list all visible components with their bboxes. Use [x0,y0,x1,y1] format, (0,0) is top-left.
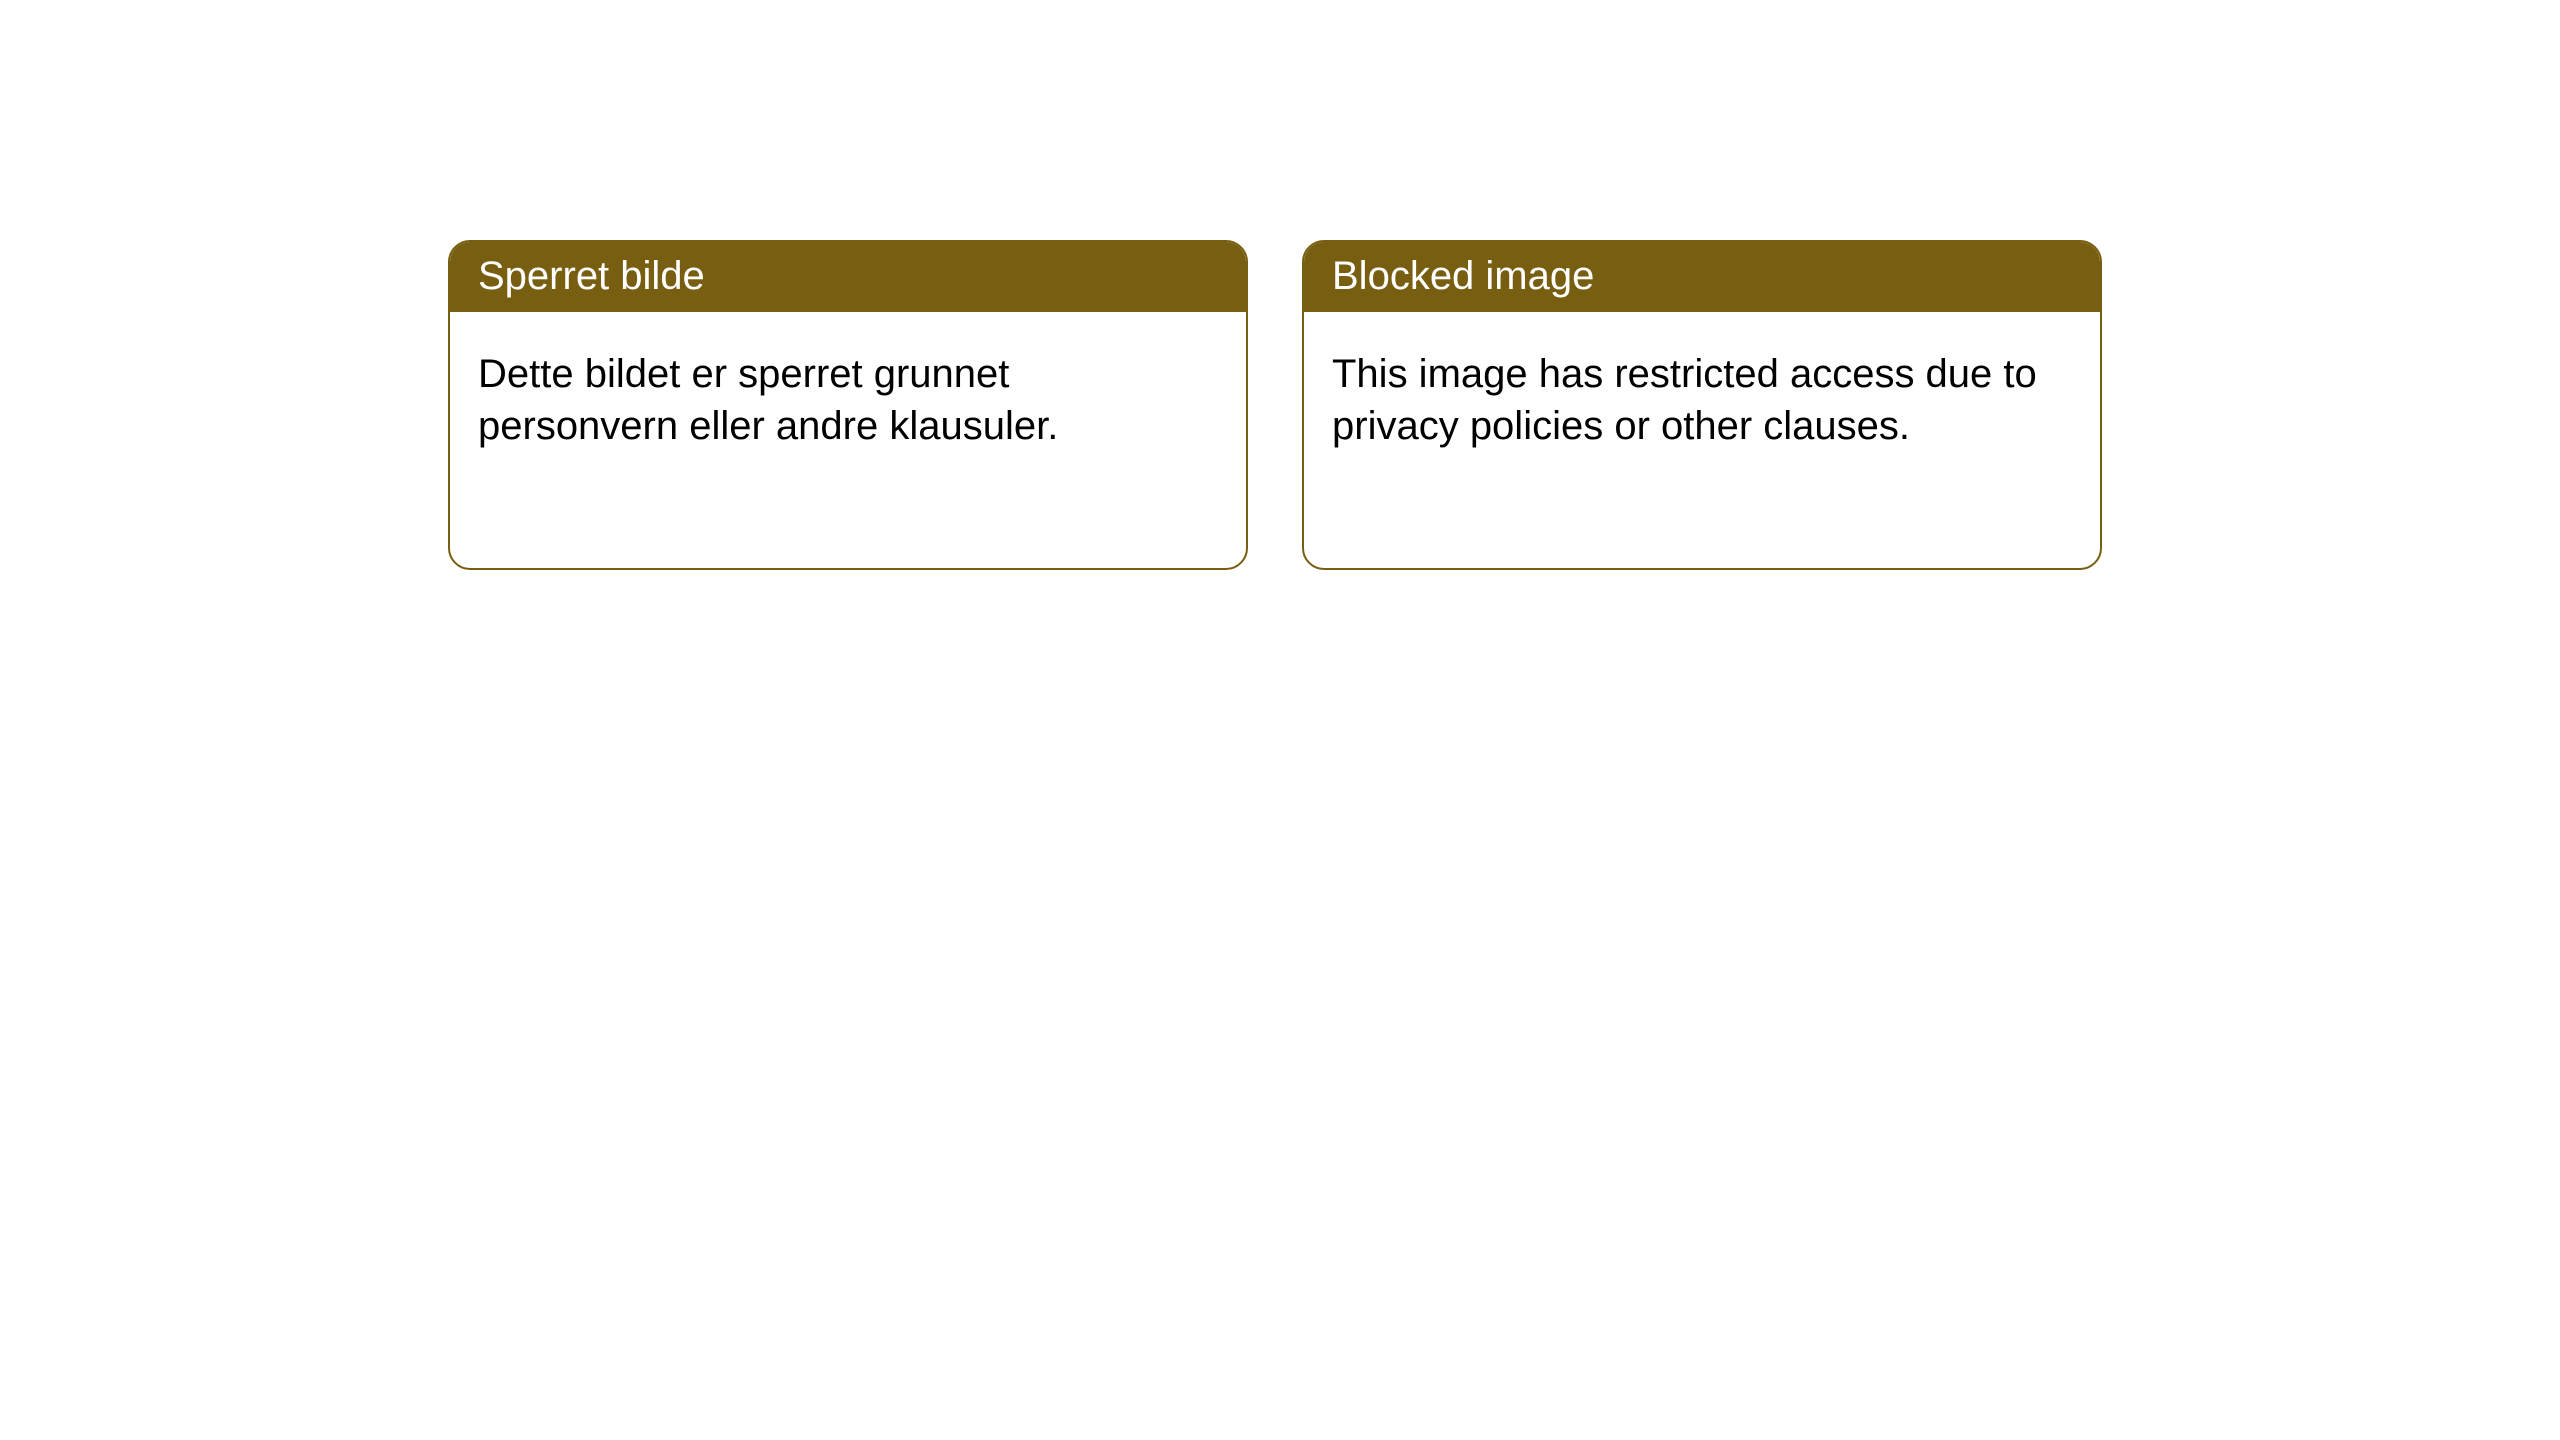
notice-title-en: Blocked image [1304,242,2100,312]
notice-body-en: This image has restricted access due to … [1304,312,2100,488]
notice-card-no: Sperret bilde Dette bildet er sperret gr… [448,240,1248,570]
notice-card-en: Blocked image This image has restricted … [1302,240,2102,570]
notice-title-no: Sperret bilde [450,242,1246,312]
notice-container: Sperret bilde Dette bildet er sperret gr… [0,0,2560,570]
notice-body-no: Dette bildet er sperret grunnet personve… [450,312,1246,488]
